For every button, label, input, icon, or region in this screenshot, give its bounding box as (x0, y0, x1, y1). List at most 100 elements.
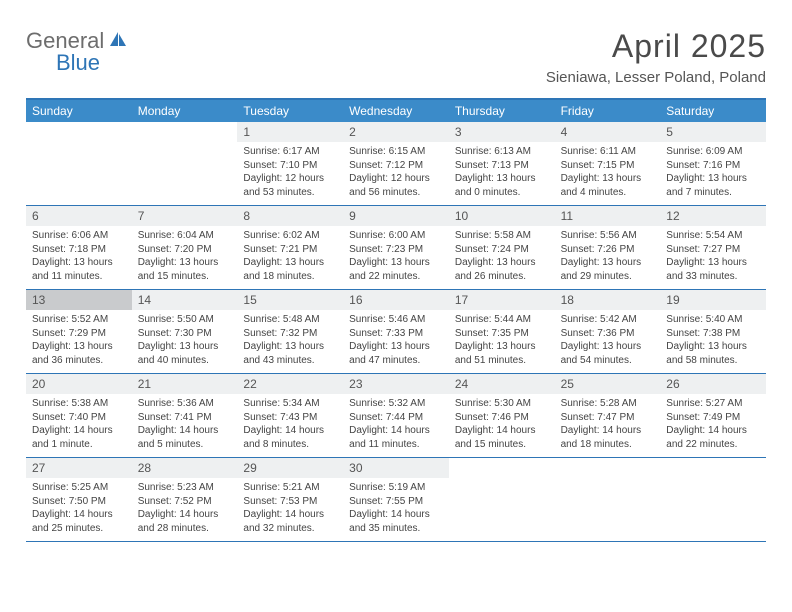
daylight-text: Daylight: 13 hours and 18 minutes. (243, 256, 337, 283)
sunrise-text: Sunrise: 5:38 AM (32, 397, 126, 411)
logo-text-blue: Blue (56, 50, 100, 76)
day-number: 25 (555, 374, 661, 394)
sunset-text: Sunset: 7:23 PM (349, 243, 443, 257)
day-details: Sunrise: 6:06 AMSunset: 7:18 PMDaylight:… (26, 226, 132, 289)
day-number: 27 (26, 458, 132, 478)
day-details: Sunrise: 5:52 AMSunset: 7:29 PMDaylight:… (26, 310, 132, 373)
day-details (449, 478, 555, 528)
daylight-text: Daylight: 13 hours and 54 minutes. (561, 340, 655, 367)
sunset-text: Sunset: 7:13 PM (455, 159, 549, 173)
day-number: 2 (343, 122, 449, 142)
week-row: 6Sunrise: 6:06 AMSunset: 7:18 PMDaylight… (26, 206, 766, 290)
calendar-cell: 23Sunrise: 5:32 AMSunset: 7:44 PMDayligh… (343, 374, 449, 457)
calendar-cell: 28Sunrise: 5:23 AMSunset: 7:52 PMDayligh… (132, 458, 238, 541)
daylight-text: Daylight: 14 hours and 11 minutes. (349, 424, 443, 451)
sunrise-text: Sunrise: 6:15 AM (349, 145, 443, 159)
day-number: 30 (343, 458, 449, 478)
calendar-cell: 26 Sunrise: 5:27 AMSunset: 7:49 PMDayligh… (660, 374, 766, 457)
sunset-text: Sunset: 7:40 PM (32, 411, 126, 425)
sunrise-text: Sunrise: 6:13 AM (455, 145, 549, 159)
day-number: 7 (132, 206, 238, 226)
day-details: Sunrise: 6:00 AMSunset: 7:23 PMDaylight:… (343, 226, 449, 289)
sunset-text: Sunset: 7:33 PM (349, 327, 443, 341)
day-number: 21 (132, 374, 238, 394)
day-details (26, 142, 132, 192)
sunrise-text: Sunrise: 5:54 AM (666, 229, 760, 243)
sunrise-text: Sunrise: 5:34 AM (243, 397, 337, 411)
day-details: Sunrise: 6:04 AMSunset: 7:20 PMDaylight:… (132, 226, 238, 289)
calendar-cell: 1Sunrise: 6:17 AMSunset: 7:10 PMDaylight… (237, 122, 343, 205)
daylight-text: Daylight: 14 hours and 18 minutes. (561, 424, 655, 451)
sunset-text: Sunset: 7:10 PM (243, 159, 337, 173)
weekday-label: Friday (555, 100, 661, 122)
sunset-text: Sunset: 7:50 PM (32, 495, 126, 509)
daylight-text: Daylight: 13 hours and 22 minutes. (349, 256, 443, 283)
calendar-cell: 27Sunrise: 5:25 AMSunset: 7:50 PMDayligh… (26, 458, 132, 541)
day-details: Sunrise: 5:42 AMSunset: 7:36 PMDaylight:… (555, 310, 661, 373)
calendar-cell: 13Sunrise: 5:52 AMSunset: 7:29 PMDayligh… (26, 290, 132, 373)
sunrise-text: Sunrise: 5:48 AM (243, 313, 337, 327)
day-number: 6 (26, 206, 132, 226)
day-number: 5 (660, 122, 766, 142)
sunset-text: Sunset: 7:26 PM (561, 243, 655, 257)
calendar-cell-empty (555, 458, 661, 541)
daylight-text: Daylight: 14 hours and 35 minutes. (349, 508, 443, 535)
calendar-cell: 17Sunrise: 5:44 AMSunset: 7:35 PMDayligh… (449, 290, 555, 373)
sunset-text: Sunset: 7:30 PM (138, 327, 232, 341)
sunset-text: Sunset: 7:29 PM (32, 327, 126, 341)
day-details: Sunrise: 5:19 AMSunset: 7:55 PMDaylight:… (343, 478, 449, 541)
day-number (660, 458, 766, 478)
sunset-text: Sunset: 7:49 PM (666, 411, 760, 425)
day-details: Sunrise: 5:36 AMSunset: 7:41 PMDaylight:… (132, 394, 238, 457)
sunset-text: Sunset: 7:27 PM (666, 243, 760, 257)
day-number: 23 (343, 374, 449, 394)
day-details: Sunrise: 5:50 AMSunset: 7:30 PMDaylight:… (132, 310, 238, 373)
calendar-cell: 11Sunrise: 5:56 AMSunset: 7:26 PMDayligh… (555, 206, 661, 289)
sunrise-text: Sunrise: 5:50 AM (138, 313, 232, 327)
day-number: 15 (237, 290, 343, 310)
sunset-text: Sunset: 7:32 PM (243, 327, 337, 341)
daylight-text: Daylight: 14 hours and 28 minutes. (138, 508, 232, 535)
sunrise-text: Sunrise: 5:46 AM (349, 313, 443, 327)
day-number (26, 122, 132, 142)
daylight-text: Daylight: 13 hours and 26 minutes. (455, 256, 549, 283)
day-number: 12 (660, 206, 766, 226)
sunset-text: Sunset: 7:24 PM (455, 243, 549, 257)
sunrise-text: Sunrise: 5:58 AM (455, 229, 549, 243)
day-number: 14 (132, 290, 238, 310)
header: General Blue April 2025 Sieniawa, Lesser… (26, 28, 766, 86)
sunrise-text: Sunrise: 6:17 AM (243, 145, 337, 159)
day-details (132, 142, 238, 192)
daylight-text: Daylight: 13 hours and 58 minutes. (666, 340, 760, 367)
sunrise-text: Sunrise: 6:00 AM (349, 229, 443, 243)
daylight-text: Daylight: 14 hours and 15 minutes. (455, 424, 549, 451)
daylight-text: Daylight: 14 hours and 25 minutes. (32, 508, 126, 535)
day-details: Sunrise: 5:21 AMSunset: 7:53 PMDaylight:… (237, 478, 343, 541)
sunset-text: Sunset: 7:55 PM (349, 495, 443, 509)
weekday-label: Monday (132, 100, 238, 122)
calendar-cell: 7Sunrise: 6:04 AMSunset: 7:20 PMDaylight… (132, 206, 238, 289)
daylight-text: Daylight: 13 hours and 36 minutes. (32, 340, 126, 367)
day-details: Sunrise: 5:23 AMSunset: 7:52 PMDaylight:… (132, 478, 238, 541)
day-details: Sunrise: 5:34 AMSunset: 7:43 PMDaylight:… (237, 394, 343, 457)
day-number: 8 (237, 206, 343, 226)
daylight-text: Daylight: 12 hours and 53 minutes. (243, 172, 337, 199)
day-number: 26 (660, 374, 766, 394)
sunrise-text: Sunrise: 5:42 AM (561, 313, 655, 327)
weekday-label: Wednesday (343, 100, 449, 122)
sunrise-text: Sunrise: 5:27 AM (666, 397, 760, 411)
weekday-label: Saturday (660, 100, 766, 122)
sunrise-text: Sunrise: 5:28 AM (561, 397, 655, 411)
sunset-text: Sunset: 7:35 PM (455, 327, 549, 341)
calendar-cell: 29Sunrise: 5:21 AMSunset: 7:53 PMDayligh… (237, 458, 343, 541)
calendar-cell: 5Sunrise: 6:09 AMSunset: 7:16 PMDaylight… (660, 122, 766, 205)
calendar-cell-empty (132, 122, 238, 205)
day-details: Sunrise: 6:17 AMSunset: 7:10 PMDaylight:… (237, 142, 343, 205)
day-number: 13 (26, 290, 132, 310)
daylight-text: Daylight: 14 hours and 22 minutes. (666, 424, 760, 451)
day-details: Sunrise: 6:13 AMSunset: 7:13 PMDaylight:… (449, 142, 555, 205)
week-row: 13Sunrise: 5:52 AMSunset: 7:29 PMDayligh… (26, 290, 766, 374)
calendar-cell: 15Sunrise: 5:48 AMSunset: 7:32 PMDayligh… (237, 290, 343, 373)
sunset-text: Sunset: 7:44 PM (349, 411, 443, 425)
daylight-text: Daylight: 14 hours and 5 minutes. (138, 424, 232, 451)
